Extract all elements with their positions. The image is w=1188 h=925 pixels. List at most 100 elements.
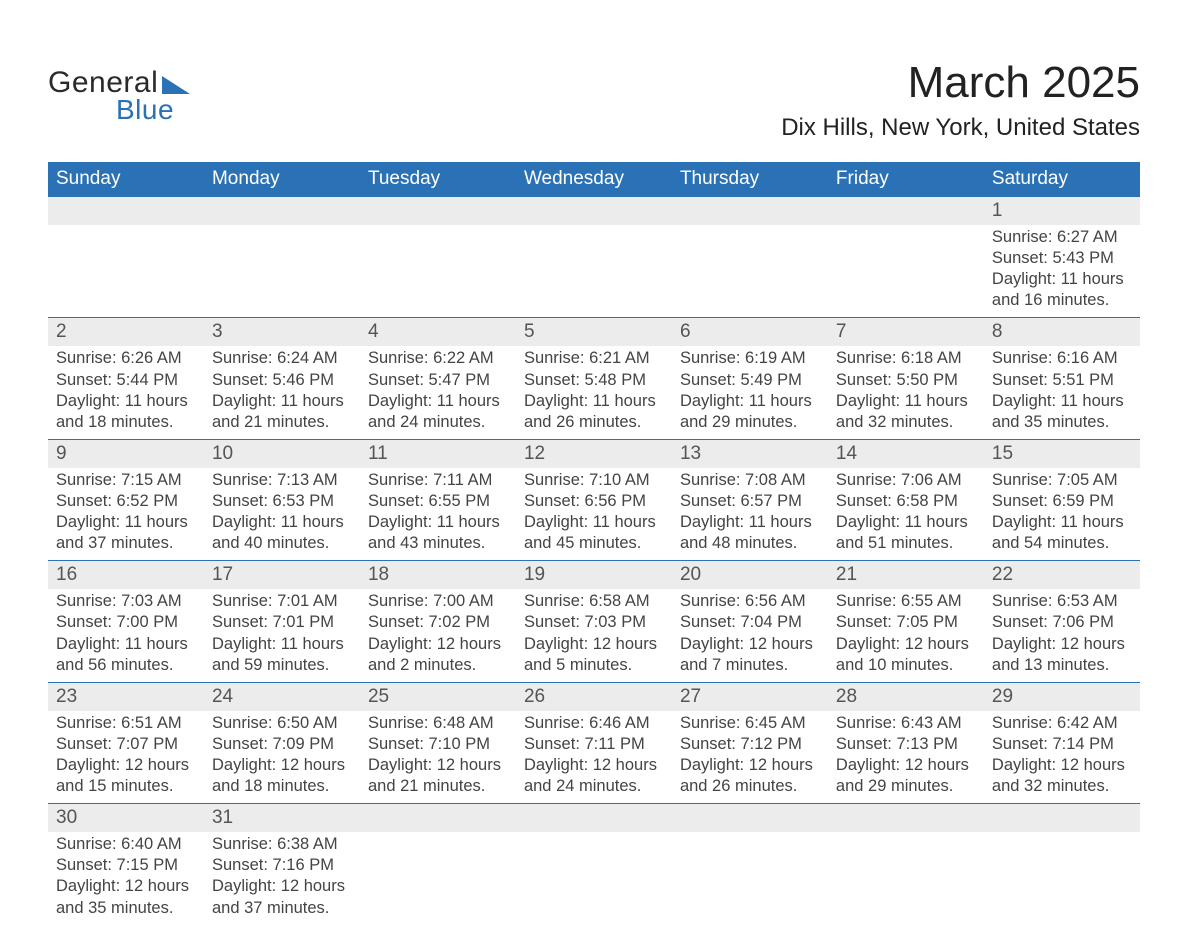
sunrise-text: Sunrise: 7:13 AM xyxy=(212,470,352,491)
sunrise-text: Sunrise: 7:00 AM xyxy=(368,591,508,612)
daylight-text: and 5 minutes. xyxy=(524,655,664,676)
daylight-text: Daylight: 12 hours xyxy=(212,876,352,897)
day-details-cell: Sunrise: 6:50 AMSunset: 7:09 PMDaylight:… xyxy=(204,711,360,804)
day-details-cell: Sunrise: 6:19 AMSunset: 5:49 PMDaylight:… xyxy=(672,346,828,439)
sunset-text: Sunset: 5:49 PM xyxy=(680,370,820,391)
daylight-text: Daylight: 12 hours xyxy=(680,634,820,655)
day-number-cell xyxy=(672,197,828,226)
sunset-text: Sunset: 6:57 PM xyxy=(680,491,820,512)
day-details-cell: Sunrise: 6:22 AMSunset: 5:47 PMDaylight:… xyxy=(360,346,516,439)
day-number-cell xyxy=(48,197,204,226)
sunrise-text: Sunrise: 6:16 AM xyxy=(992,348,1132,369)
daylight-text: Daylight: 12 hours xyxy=(524,755,664,776)
day-number-cell: 13 xyxy=(672,439,828,468)
sunrise-text: Sunrise: 6:50 AM xyxy=(212,713,352,734)
day-number-cell: 27 xyxy=(672,682,828,711)
sunrise-text: Sunrise: 6:21 AM xyxy=(524,348,664,369)
daylight-text: Daylight: 11 hours xyxy=(212,391,352,412)
day-details-cell: Sunrise: 7:00 AMSunset: 7:02 PMDaylight:… xyxy=(360,589,516,682)
daylight-text: Daylight: 12 hours xyxy=(368,755,508,776)
daynum-row: 9101112131415 xyxy=(48,439,1140,468)
day-number-cell: 2 xyxy=(48,318,204,347)
daylight-text: Daylight: 11 hours xyxy=(524,391,664,412)
day-number-cell xyxy=(984,804,1140,833)
daylight-text: Daylight: 11 hours xyxy=(368,391,508,412)
sunrise-text: Sunrise: 6:56 AM xyxy=(680,591,820,612)
sunset-text: Sunset: 7:13 PM xyxy=(836,734,976,755)
daylight-text: and 7 minutes. xyxy=(680,655,820,676)
details-row: Sunrise: 6:51 AMSunset: 7:07 PMDaylight:… xyxy=(48,711,1140,804)
daylight-text: and 48 minutes. xyxy=(680,533,820,554)
day-number-cell xyxy=(360,804,516,833)
day-details-cell: Sunrise: 6:51 AMSunset: 7:07 PMDaylight:… xyxy=(48,711,204,804)
daynum-row: 2345678 xyxy=(48,318,1140,347)
sunrise-text: Sunrise: 6:51 AM xyxy=(56,713,196,734)
sunrise-text: Sunrise: 6:45 AM xyxy=(680,713,820,734)
sunset-text: Sunset: 6:56 PM xyxy=(524,491,664,512)
daylight-text: Daylight: 11 hours xyxy=(368,512,508,533)
day-details-cell: Sunrise: 6:38 AMSunset: 7:16 PMDaylight:… xyxy=(204,832,360,924)
daylight-text: Daylight: 12 hours xyxy=(836,755,976,776)
daylight-text: Daylight: 12 hours xyxy=(56,876,196,897)
daylight-text: and 26 minutes. xyxy=(680,776,820,797)
sunset-text: Sunset: 7:00 PM xyxy=(56,612,196,633)
daynum-row: 3031 xyxy=(48,804,1140,833)
col-tuesday: Tuesday xyxy=(360,162,516,197)
day-details-cell xyxy=(984,832,1140,924)
sunset-text: Sunset: 6:55 PM xyxy=(368,491,508,512)
day-details-cell: Sunrise: 6:43 AMSunset: 7:13 PMDaylight:… xyxy=(828,711,984,804)
day-details-cell xyxy=(48,225,204,318)
sunrise-text: Sunrise: 6:43 AM xyxy=(836,713,976,734)
daylight-text: Daylight: 12 hours xyxy=(212,755,352,776)
sunrise-text: Sunrise: 6:24 AM xyxy=(212,348,352,369)
daylight-text: and 54 minutes. xyxy=(992,533,1132,554)
sunrise-text: Sunrise: 6:55 AM xyxy=(836,591,976,612)
day-number-cell xyxy=(828,804,984,833)
day-number-cell: 5 xyxy=(516,318,672,347)
day-number-cell: 15 xyxy=(984,439,1140,468)
day-number-cell xyxy=(516,197,672,226)
details-row: Sunrise: 6:27 AMSunset: 5:43 PMDaylight:… xyxy=(48,225,1140,318)
daylight-text: Daylight: 11 hours xyxy=(212,634,352,655)
sunset-text: Sunset: 7:15 PM xyxy=(56,855,196,876)
day-number-cell: 4 xyxy=(360,318,516,347)
daylight-text: and 37 minutes. xyxy=(212,898,352,919)
day-number-cell xyxy=(360,197,516,226)
daylight-text: Daylight: 11 hours xyxy=(56,512,196,533)
day-details-cell: Sunrise: 6:48 AMSunset: 7:10 PMDaylight:… xyxy=(360,711,516,804)
logo-triangle-icon xyxy=(162,76,190,94)
daylight-text: Daylight: 11 hours xyxy=(524,512,664,533)
sunset-text: Sunset: 7:01 PM xyxy=(212,612,352,633)
daylight-text: Daylight: 12 hours xyxy=(680,755,820,776)
daylight-text: and 2 minutes. xyxy=(368,655,508,676)
page-title: March 2025 xyxy=(781,58,1140,108)
sunset-text: Sunset: 5:46 PM xyxy=(212,370,352,391)
sunset-text: Sunset: 7:12 PM xyxy=(680,734,820,755)
day-number-cell: 20 xyxy=(672,561,828,590)
col-sunday: Sunday xyxy=(48,162,204,197)
sunrise-text: Sunrise: 6:58 AM xyxy=(524,591,664,612)
sunset-text: Sunset: 7:09 PM xyxy=(212,734,352,755)
day-number-cell: 11 xyxy=(360,439,516,468)
col-monday: Monday xyxy=(204,162,360,197)
day-details-cell: Sunrise: 7:03 AMSunset: 7:00 PMDaylight:… xyxy=(48,589,204,682)
day-number-cell: 22 xyxy=(984,561,1140,590)
sunrise-text: Sunrise: 6:18 AM xyxy=(836,348,976,369)
col-wednesday: Wednesday xyxy=(516,162,672,197)
daylight-text: and 24 minutes. xyxy=(524,776,664,797)
sunset-text: Sunset: 7:16 PM xyxy=(212,855,352,876)
daylight-text: and 29 minutes. xyxy=(680,412,820,433)
sunrise-text: Sunrise: 6:53 AM xyxy=(992,591,1132,612)
day-details-cell: Sunrise: 6:27 AMSunset: 5:43 PMDaylight:… xyxy=(984,225,1140,318)
sunrise-text: Sunrise: 7:03 AM xyxy=(56,591,196,612)
sunrise-text: Sunrise: 7:01 AM xyxy=(212,591,352,612)
day-details-cell: Sunrise: 6:46 AMSunset: 7:11 PMDaylight:… xyxy=(516,711,672,804)
sunrise-text: Sunrise: 7:10 AM xyxy=(524,470,664,491)
day-details-cell: Sunrise: 6:24 AMSunset: 5:46 PMDaylight:… xyxy=(204,346,360,439)
day-number-cell: 7 xyxy=(828,318,984,347)
daylight-text: and 43 minutes. xyxy=(368,533,508,554)
sunrise-text: Sunrise: 6:48 AM xyxy=(368,713,508,734)
sunrise-text: Sunrise: 7:08 AM xyxy=(680,470,820,491)
day-number-cell: 18 xyxy=(360,561,516,590)
details-row: Sunrise: 6:26 AMSunset: 5:44 PMDaylight:… xyxy=(48,346,1140,439)
